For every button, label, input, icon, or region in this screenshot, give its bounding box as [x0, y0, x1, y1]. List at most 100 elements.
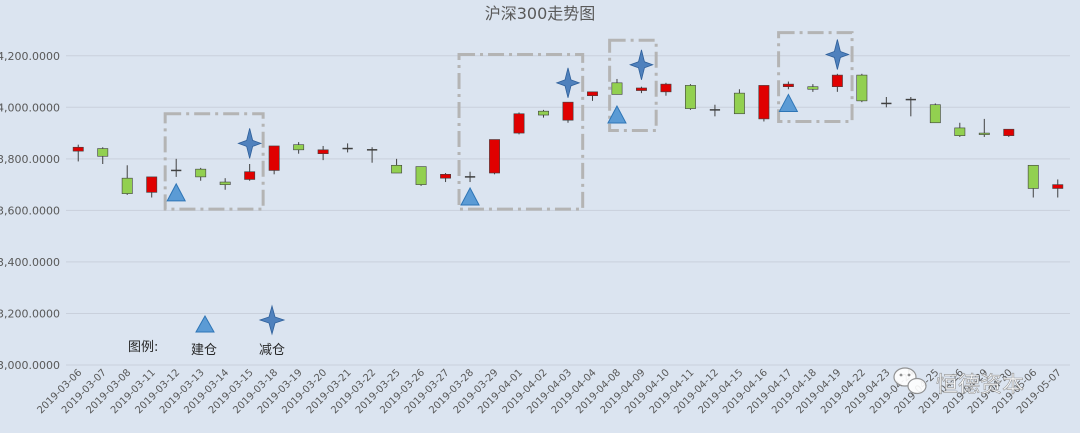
- legend-label-reduce: 减仓: [259, 343, 285, 358]
- watermark-text: 恒德资本: [936, 373, 1024, 398]
- candle-body: [293, 144, 305, 151]
- y-tick-label: 3,400.0000: [0, 256, 60, 269]
- candle-body: [684, 85, 696, 109]
- candles: [72, 73, 1064, 198]
- candle-body: [782, 83, 794, 87]
- candle: [1052, 179, 1064, 198]
- candle-body: [807, 86, 819, 90]
- candle: [342, 143, 353, 153]
- candle-body: [317, 149, 329, 154]
- candle: [72, 144, 84, 162]
- build-position-marker: [607, 104, 627, 124]
- watermark: 恒德资本: [893, 367, 1024, 398]
- candle-body: [831, 74, 843, 87]
- candle-body: [268, 145, 280, 171]
- y-tick-label: 3,600.0000: [0, 204, 60, 217]
- candle: [1027, 164, 1039, 198]
- candle: [978, 118, 990, 137]
- candle: [782, 81, 794, 90]
- candle: [489, 139, 500, 175]
- candle: [171, 158, 182, 177]
- candle: [905, 97, 916, 117]
- candle: [146, 176, 158, 198]
- reduce-position-marker: [629, 49, 654, 80]
- reduce-position-marker: [237, 128, 263, 159]
- candle-body: [587, 91, 598, 97]
- candle-body: [72, 146, 84, 152]
- candle: [709, 104, 721, 117]
- candle-body: [856, 74, 868, 102]
- candle-body: [1003, 128, 1015, 136]
- y-tick-label: 3,200.0000: [0, 307, 60, 320]
- candle-body: [758, 85, 770, 120]
- highlight-box: [608, 38, 658, 132]
- y-tick-label: 4,200.0000: [0, 50, 60, 63]
- candle: [1003, 128, 1015, 137]
- build-position-marker: [778, 93, 799, 112]
- highlight-boxes: [163, 31, 854, 211]
- reduce-position-marker: [555, 67, 581, 98]
- y-tick-label: 4,000.0000: [0, 101, 60, 114]
- legend-title: 图例:: [128, 340, 158, 355]
- candle: [758, 85, 770, 122]
- legend: 图例: 建仓 减仓: [128, 304, 286, 358]
- candle: [562, 101, 574, 123]
- candle: [684, 84, 696, 110]
- candle: [391, 158, 403, 174]
- candle-body: [146, 176, 158, 193]
- candle: [611, 78, 623, 95]
- candle-body: [538, 110, 549, 116]
- candle-body: [513, 113, 525, 134]
- candle-body: [978, 132, 990, 135]
- candle-body: [636, 87, 647, 91]
- y-tick-label: 3,800.0000: [0, 153, 60, 166]
- highlight-box: [163, 112, 265, 211]
- reduce-position-marker: [824, 39, 850, 70]
- y-tick-label: 3,000.0000: [0, 359, 60, 372]
- candle: [121, 165, 133, 195]
- candle: [513, 112, 525, 135]
- candle: [733, 89, 745, 115]
- candle: [929, 103, 941, 124]
- candle: [831, 73, 843, 92]
- candle: [881, 97, 892, 108]
- candle-body: [489, 139, 500, 174]
- candle-body: [929, 104, 941, 124]
- legend-item-reduce: 减仓: [258, 304, 286, 358]
- build-position-marker: [166, 182, 187, 202]
- candle: [587, 91, 598, 101]
- candle-body: [195, 168, 207, 178]
- wechat-icon: [893, 367, 927, 395]
- highlight-box: [457, 52, 585, 211]
- candle: [807, 84, 819, 92]
- candle: [415, 166, 427, 186]
- candle: [219, 178, 231, 190]
- candle-body: [562, 101, 574, 121]
- candle: [636, 86, 647, 94]
- candle: [660, 82, 672, 96]
- candle-body: [733, 92, 745, 115]
- candle-body: [954, 127, 966, 136]
- candle: [317, 145, 329, 161]
- candle: [954, 122, 966, 137]
- candle-body: [1027, 164, 1039, 189]
- chart-title: 沪深300走势图: [485, 4, 596, 23]
- candle: [97, 147, 109, 164]
- candle: [538, 109, 549, 118]
- candle-body: [440, 174, 452, 179]
- candle: [293, 142, 305, 154]
- candle-body: [391, 164, 403, 174]
- candle: [440, 173, 452, 183]
- candle-body: [121, 177, 133, 194]
- candle: [195, 167, 207, 181]
- candle-body: [1052, 184, 1064, 189]
- candle: [268, 145, 280, 175]
- candle-body: [660, 83, 672, 93]
- trade-markers: [166, 39, 850, 206]
- candle-body: [244, 171, 256, 180]
- candle: [464, 171, 476, 183]
- y-axis: 3,000.0000 3,200.0000 3,400.0000 3,600.0000…: [0, 50, 60, 372]
- legend-label-build: 建仓: [191, 343, 217, 358]
- build-position-marker: [460, 186, 480, 206]
